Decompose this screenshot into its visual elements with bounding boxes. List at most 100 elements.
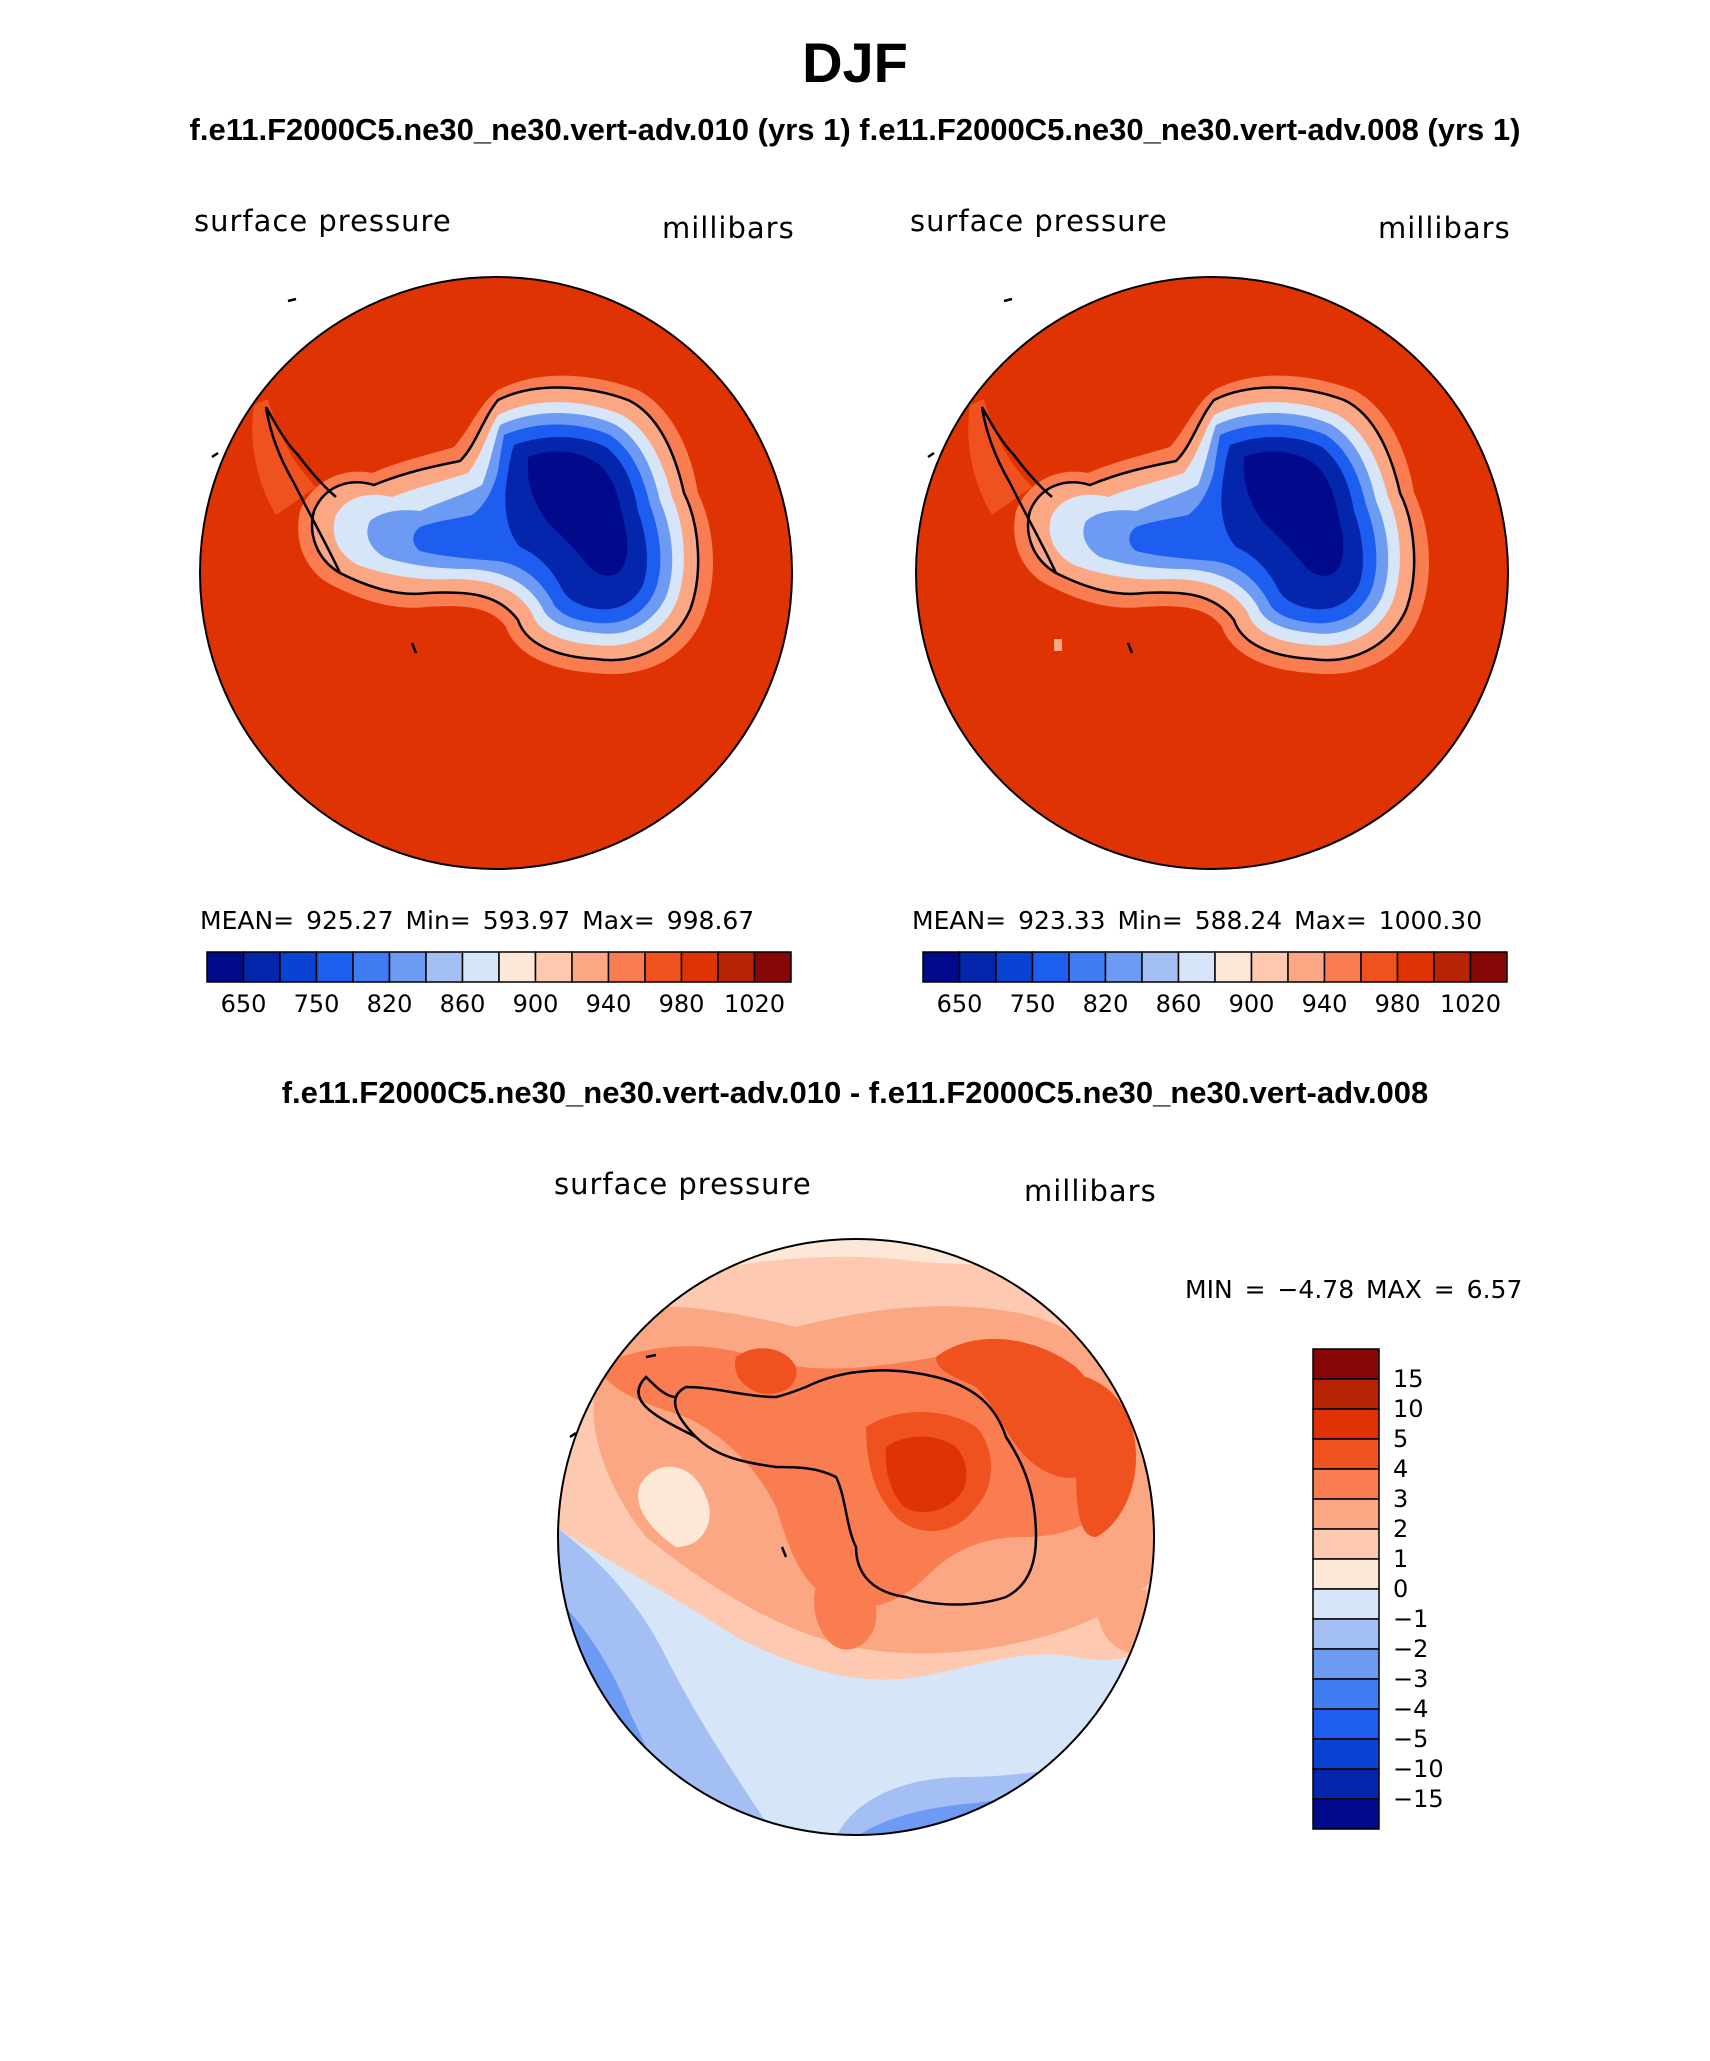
panel-1-colorbar-box [680, 951, 719, 983]
panel-3-colorbar-box [1312, 1768, 1380, 1800]
panel-3-islands [569, 1353, 788, 1558]
panel-3-units-label: millibars [1024, 1174, 1157, 1208]
panel-3-colorbar-box [1312, 1408, 1380, 1440]
panel-1-colorbar-label: 820 [367, 990, 413, 1018]
panel-3-colorbar-box [1312, 1678, 1380, 1710]
panel-2-peninsula-coast [980, 406, 1058, 574]
panel-3-colorbar-box [1312, 1558, 1380, 1590]
case-names-subtitle: f.e11.F2000C5.ne30_ne30.vert-adv.010 (yr… [189, 112, 1521, 147]
panel-1-map [199, 276, 793, 870]
panel-2-colorbar-label: 1020 [1440, 990, 1501, 1018]
panel-2-colorbar-label: 820 [1083, 990, 1129, 1018]
panel-1-colorbar-label: 860 [440, 990, 486, 1018]
panel-1-variable-label: surface pressure [194, 204, 452, 238]
panel-1-colorbar-box [753, 951, 792, 983]
panel-1-colorbar-box [388, 951, 427, 983]
panel-2-colorbar-svg: 650 750 820 860 900 940 980 1020 [922, 951, 1508, 1018]
panel-2-colorbar-box [1104, 951, 1143, 983]
panel-1-colorbar-box [498, 951, 537, 983]
panel-3-colorbar-label: −4 [1393, 1695, 1428, 1723]
panel-1-filled-contours [200, 277, 792, 869]
panel-2-colorbar-label: 900 [1229, 990, 1275, 1018]
panel-2-variable-label: surface pressure [910, 204, 1168, 238]
panel-3-colorbar-label: −10 [1393, 1755, 1444, 1783]
panel-3-variable-label: surface pressure [554, 1167, 812, 1201]
panel-1-colorbar-svg: 650 750 820 860 900 940 980 1020 [206, 951, 792, 1018]
panel-3-colorbar-box [1312, 1588, 1380, 1620]
panel-2-colorbar-box [1360, 951, 1399, 983]
panel-2-map-border [915, 276, 1509, 870]
panel-3-colorbar-box [1312, 1498, 1380, 1530]
panel-1-colorbar-box [607, 951, 646, 983]
panel-2-map [915, 276, 1509, 870]
panel-1-colorbar-box [352, 951, 391, 983]
panel-1-colorbar-box [644, 951, 683, 983]
panel-3-colorbar-label: 2 [1393, 1515, 1408, 1543]
panel-3-colorbar-box [1312, 1348, 1380, 1380]
panel-2-colorbar-box [1031, 951, 1070, 983]
panel-1-colorbar-box [315, 951, 354, 983]
panel-2-colorbar-label: 940 [1302, 990, 1348, 1018]
panel-3-map [557, 1238, 1155, 1836]
panel-3-colorbar-label: −5 [1393, 1725, 1428, 1753]
panel-3-colorbar-label: −2 [1393, 1635, 1428, 1663]
panel-3-colorbar-box [1312, 1468, 1380, 1500]
panel-1-peninsula-coast [264, 406, 342, 574]
plot-title: DJF [802, 31, 908, 94]
panel-2-colorbar: 650 750 820 860 900 940 980 1020 [921, 950, 1511, 1025]
panel-1-colorbar-label: 900 [513, 990, 559, 1018]
panel-2-filled-contours [916, 277, 1508, 869]
panel-2-colorbar-box [922, 951, 961, 983]
panel-2-colorbar-box [1214, 951, 1253, 983]
panel-1-units-label: millibars [662, 211, 795, 245]
panel-3-peninsula-coast [637, 1375, 697, 1439]
panel-3-colorbar-box [1312, 1798, 1380, 1830]
panel-3-colorbar-label: −1 [1393, 1605, 1428, 1633]
panel-1-stats: MEAN= 925.27 Min= 593.97 Max= 998.67 [200, 906, 755, 935]
panel-1-colorbar-box [425, 951, 464, 983]
panel-2-units-label: millibars [1378, 211, 1511, 245]
panel-3-colorbar-label: 10 [1393, 1395, 1424, 1423]
panel-3-map-border [557, 1238, 1155, 1836]
panel-2-colorbar-box [1250, 951, 1289, 983]
panel-3-coastline [674, 1369, 1038, 1606]
panel-3-colorbar-label: 0 [1393, 1575, 1408, 1603]
panel-1-islands [211, 297, 418, 654]
panel-1-colorbar-label: 1020 [724, 990, 785, 1018]
panel-3-colorbar-box [1312, 1438, 1380, 1470]
panel-1-colorbar-box [279, 951, 318, 983]
panel-3-colorbar-label: −15 [1393, 1785, 1444, 1813]
panel-3-colorbar-label: 4 [1393, 1455, 1408, 1483]
panel-2-colorbar-box [1287, 951, 1326, 983]
panel-1-coastline [310, 386, 700, 662]
panel-3-colorbar-box [1312, 1378, 1380, 1410]
panel-2-colorbar-box [1068, 951, 1107, 983]
panel-3-colorbar-box [1312, 1738, 1380, 1770]
panel-1-colorbar-box [571, 951, 610, 983]
panel-3-colorbar-label: 1 [1393, 1545, 1408, 1573]
panel-1-map-border [199, 276, 793, 870]
panel-2-islands [927, 297, 1134, 654]
panel-2-coastline [1026, 386, 1416, 662]
panel-2-colorbar-box [1323, 951, 1362, 983]
panel-2-colorbar-box [1469, 951, 1508, 983]
panel-3-filled-contours [558, 1239, 1154, 1835]
panel-3-colorbar: 15 10 5 4 3 2 1 0 −1 −2 −3 −4 −5 −10 −15 [1311, 1347, 1451, 1842]
panel-1-colorbar-label: 980 [659, 990, 705, 1018]
panel-1-colorbar-box [717, 951, 756, 983]
panel-3-colorbar-label: 3 [1393, 1485, 1408, 1513]
panel-3-colorbar-label: 15 [1393, 1365, 1424, 1393]
panel-1-colorbar-box [206, 951, 245, 983]
panel-1-colorbar-label: 940 [586, 990, 632, 1018]
panel-3-colorbar-label: 5 [1393, 1425, 1408, 1453]
panel-1-colorbar-label: 650 [221, 990, 267, 1018]
panel-1-colorbar: 650 750 820 860 900 940 980 1020 [205, 950, 795, 1025]
panel-2-colorbar-label: 650 [937, 990, 983, 1018]
panel-2-stats: MEAN= 923.33 Min= 588.24 Max= 1000.30 [912, 906, 1483, 935]
panel-3-stats: MIN = −4.78 MAX = 6.57 [1185, 1275, 1523, 1304]
panel-1-colorbar-box [242, 951, 281, 983]
panel-3-colorbar-box [1312, 1528, 1380, 1560]
panel-2-colorbar-box [1433, 951, 1472, 983]
difference-title: f.e11.F2000C5.ne30_ne30.vert-adv.010 - f… [281, 1075, 1429, 1110]
